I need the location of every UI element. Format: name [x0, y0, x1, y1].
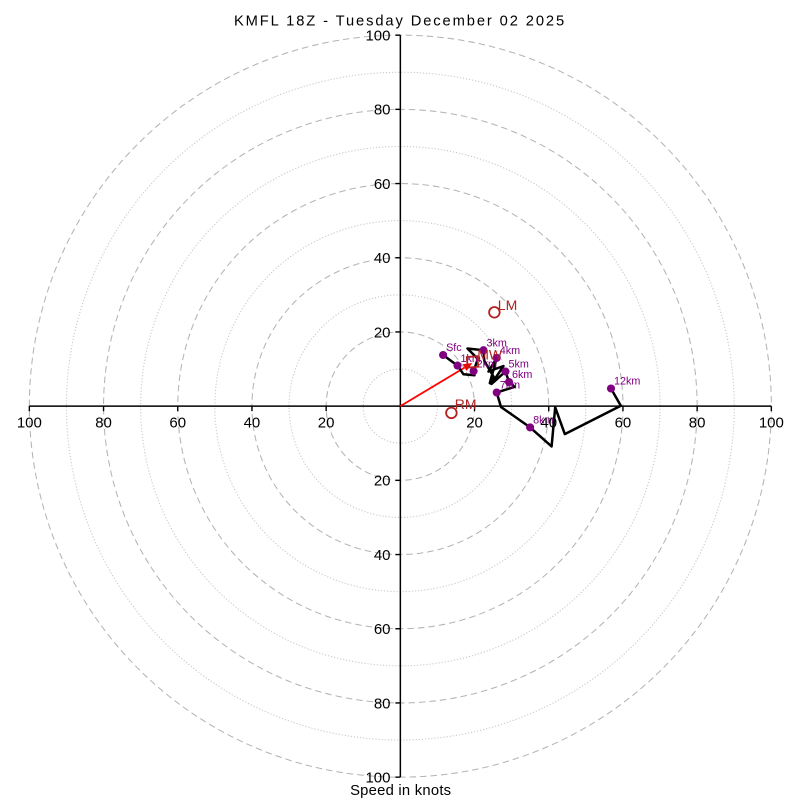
svg-text:60: 60: [374, 621, 391, 638]
svg-text:4km: 4km: [500, 345, 520, 357]
svg-text:3km: 3km: [487, 337, 507, 349]
svg-text:8km: 8km: [533, 415, 553, 427]
svg-text:LM: LM: [498, 297, 517, 313]
svg-text:100: 100: [17, 414, 42, 431]
svg-text:80: 80: [689, 414, 706, 431]
svg-text:7km: 7km: [500, 380, 520, 392]
svg-text:80: 80: [95, 414, 112, 431]
svg-text:60: 60: [169, 414, 186, 431]
svg-text:40: 40: [374, 547, 391, 564]
svg-text:RM: RM: [455, 396, 477, 412]
svg-text:2km: 2km: [477, 358, 497, 370]
svg-text:5km: 5km: [509, 359, 529, 371]
svg-text:6km: 6km: [512, 369, 532, 381]
svg-text:40: 40: [244, 414, 261, 431]
svg-text:12km: 12km: [614, 376, 640, 388]
svg-text:20: 20: [466, 414, 483, 431]
svg-text:80: 80: [374, 695, 391, 712]
svg-text:20: 20: [374, 324, 391, 341]
svg-text:60: 60: [615, 414, 632, 431]
svg-text:Sfc: Sfc: [446, 342, 462, 354]
svg-text:Speed in knots: Speed in knots: [350, 783, 451, 799]
svg-text:60: 60: [374, 176, 391, 193]
svg-text:80: 80: [374, 102, 391, 119]
svg-text:40: 40: [374, 250, 391, 267]
svg-text:20: 20: [318, 414, 335, 431]
svg-text:100: 100: [365, 769, 390, 786]
svg-text:100: 100: [365, 27, 390, 44]
svg-text:KMFL 18Z - Tuesday December 02: KMFL 18Z - Tuesday December 02 2025: [234, 14, 566, 30]
svg-text:MW: MW: [477, 346, 503, 362]
svg-text:100: 100: [759, 414, 784, 431]
svg-text:20: 20: [374, 473, 391, 490]
